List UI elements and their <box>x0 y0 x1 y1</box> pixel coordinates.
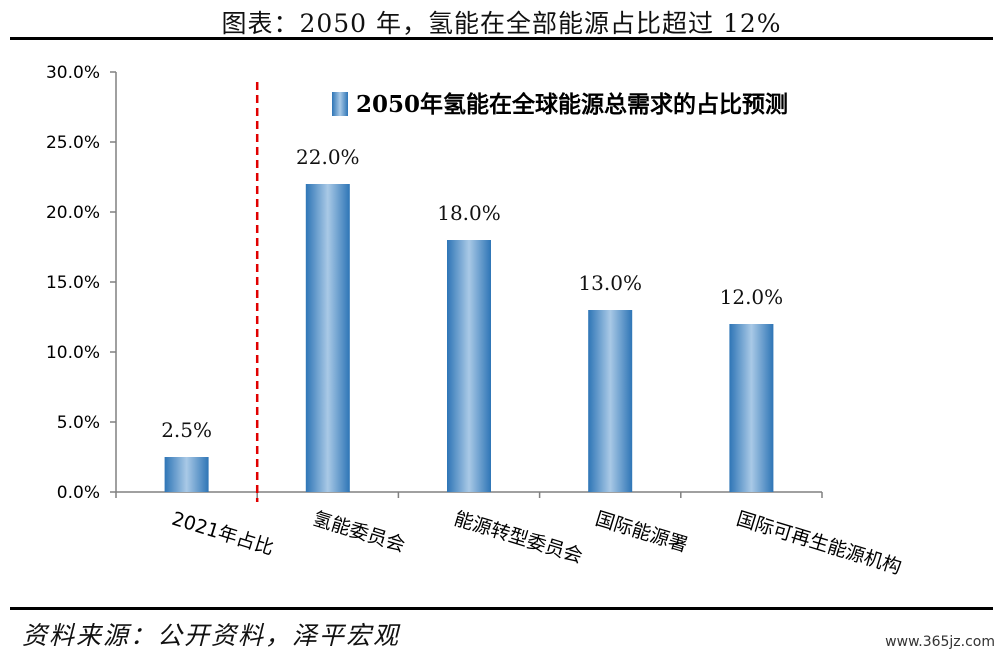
category-label: 能源转型委员会 <box>452 508 586 568</box>
bar <box>588 310 633 492</box>
top-rule <box>10 37 993 40</box>
bar-chart: 0.0% 5.0% 10.0% 15.0% 20.0% 25.0% 30.0% 2.5% 20… <box>46 63 904 579</box>
data-label: 18.0% <box>437 201 501 225</box>
bar <box>305 184 350 492</box>
category-label: 氢能委员会 <box>310 508 407 557</box>
y-tick-label: 10.0% <box>46 343 100 363</box>
y-tick-label: 30.0% <box>46 63 100 83</box>
bar <box>164 457 209 492</box>
data-label: 13.0% <box>578 271 642 295</box>
bar <box>447 240 491 492</box>
y-tick-label: 20.0% <box>46 203 100 223</box>
source-note: 资料来源：公开资料，泽平宏观 <box>22 621 401 650</box>
category-label: 2021年占比 <box>169 508 276 560</box>
category-label: 国际能源署 <box>593 508 690 557</box>
y-tick-label: 0.0% <box>57 483 100 503</box>
legend-swatch <box>332 92 348 116</box>
bar <box>729 324 774 492</box>
y-tick-label: 25.0% <box>46 133 100 153</box>
y-tick-label: 15.0% <box>46 273 100 293</box>
category-label: 国际可再生能源机构 <box>734 508 904 579</box>
y-tick-label: 5.0% <box>57 413 100 433</box>
bottom-rule <box>10 607 993 610</box>
legend-label: 2050年氢能在全球能源总需求的占比预测 <box>356 91 788 118</box>
data-label: 22.0% <box>296 145 360 169</box>
watermark: www.365jz.com <box>885 634 995 650</box>
chart-title: 图表：2050 年，氢能在全部能源占比超过 12% <box>221 9 782 38</box>
data-label: 12.0% <box>720 285 784 309</box>
data-label: 2.5% <box>161 418 212 442</box>
